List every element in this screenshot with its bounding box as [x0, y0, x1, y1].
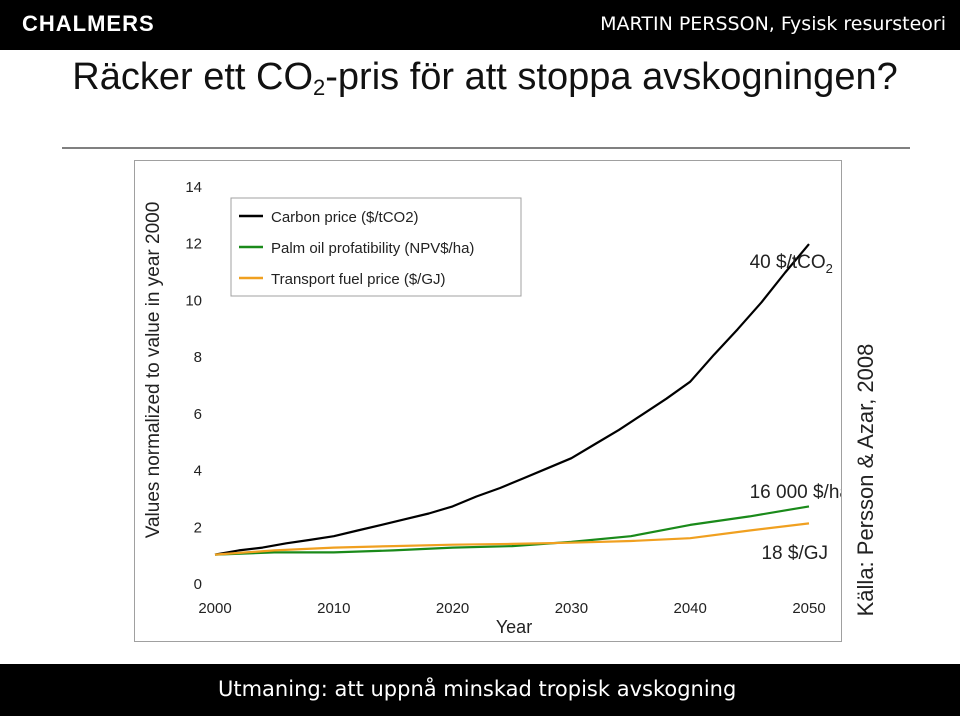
y-tick-label-6: 6 [194, 406, 202, 423]
x-tick-label-2030: 2030 [555, 600, 588, 617]
series-line-0 [214, 243, 810, 556]
legend-entry-1: Palm oil profatibility (NPV$/ha) [271, 240, 474, 257]
title-part2: -pris för att stoppa avskogningen? [325, 56, 898, 98]
x-tick-label-2010: 2010 [317, 600, 350, 617]
y-axis-label-text: Values normalized to value in year 2000 [143, 201, 164, 539]
series-line-2 [214, 522, 810, 556]
y-tick-label-4: 4 [194, 463, 202, 480]
title-part1: Räcker ett CO [72, 56, 314, 98]
y-tick-label-0: 0 [194, 576, 202, 593]
line-chart: 0 2 4 6 8 10 12 14 2000 2010 2020 2030 2040 2050 Year C… [185, 179, 841, 637]
x-tick-label-2020: 2020 [436, 600, 469, 617]
annotation-transport: 18 $/GJ [761, 543, 828, 564]
chalmers-logo: CHALMERS [22, 11, 155, 36]
y-tick-label-2: 2 [194, 519, 202, 536]
legend-entry-0: Carbon price ($/tCO2) [271, 209, 419, 226]
annotation-carbon: 40 $/tCO2 [750, 252, 833, 276]
title-subscript: 2 [313, 75, 326, 100]
footer-text: Utmaning: att uppnå minskad tropisk avsk… [218, 677, 737, 701]
x-tick-label-2040: 2040 [674, 600, 707, 617]
y-tick-label-8: 8 [194, 349, 202, 366]
title-divider [62, 147, 910, 149]
chart-frame: 0 2 4 6 8 10 12 14 2000 2010 2020 2030 2040 2050 Year C… [134, 160, 842, 642]
x-tick-label-2000: 2000 [198, 600, 231, 617]
annotation-palm: 16 000 $/ha [750, 482, 841, 503]
y-tick-label-12: 12 [185, 236, 202, 253]
series-line-1 [214, 505, 810, 556]
header-bar: CHALMERS MARTIN PERSSON, Fysisk resurste… [0, 0, 960, 50]
y-tick-label-10: 10 [185, 292, 202, 309]
source-text: Källa: Persson & Azar, 2008 [853, 343, 878, 617]
annotation-carbon-subscript: 2 [826, 261, 833, 276]
author-label: MARTIN PERSSON, Fysisk resursteori [600, 13, 946, 35]
x-axis-title: Year [496, 617, 532, 637]
legend-box [230, 197, 522, 297]
legend-entry-2: Transport fuel price ($/GJ) [271, 271, 446, 288]
y-tick-label-14: 14 [185, 179, 202, 196]
footer-bar: Utmaning: att uppnå minskad tropisk avsk… [0, 664, 960, 716]
x-tick-label-2050: 2050 [792, 600, 825, 617]
slide-title: Räcker ett CO2-pris för att stoppa avsko… [60, 56, 910, 109]
